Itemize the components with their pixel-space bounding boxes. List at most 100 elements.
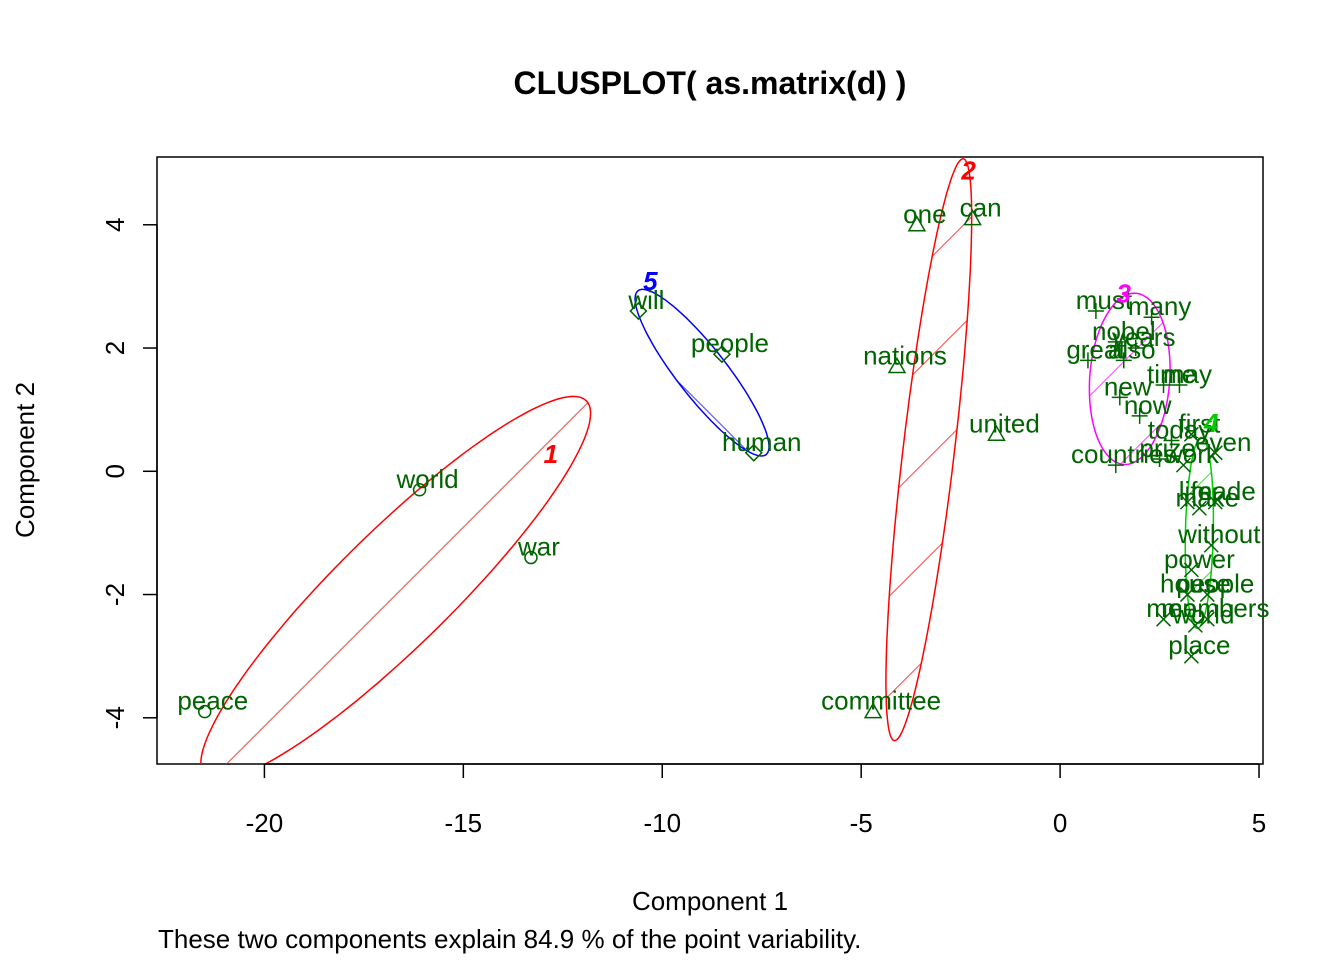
- point-work: work: [1163, 439, 1220, 473]
- point-marker: [1127, 340, 1144, 357]
- point-marker: [1179, 587, 1195, 603]
- point-marker: [1203, 537, 1219, 553]
- point-without: without: [1177, 519, 1261, 553]
- point-even: even: [1195, 427, 1251, 461]
- point-time: time: [1147, 359, 1196, 394]
- x-axis-label: Component 1: [632, 886, 788, 916]
- point-members: members: [1161, 593, 1269, 627]
- cluster-4-label: 4: [1203, 408, 1219, 438]
- point-marker: [1131, 407, 1148, 424]
- cluster-4-ellipse: [1184, 436, 1215, 630]
- y-tick-label: 0: [100, 464, 130, 478]
- cluster-1-label: 1: [544, 439, 558, 469]
- point-marker: [1191, 500, 1207, 516]
- cluster-2-ellipse: [885, 158, 973, 742]
- point-war: war: [517, 532, 560, 565]
- cluster-ellipses: [200, 158, 1215, 764]
- variability-caption: These two components explain 84.9 % of t…: [158, 924, 861, 954]
- chart-title: CLUSPLOT( as.matrix(d) ): [514, 65, 907, 101]
- point-marker: [963, 209, 982, 226]
- x-tick-label: -15: [445, 808, 483, 838]
- point-committee: committee: [821, 686, 941, 719]
- cluster-5-label: 5: [643, 266, 658, 296]
- point-label: human: [722, 427, 802, 457]
- point-label: peace: [177, 686, 248, 716]
- point-first: first: [1178, 408, 1221, 442]
- point-label: one: [903, 199, 946, 229]
- point-marker: [1183, 562, 1199, 578]
- point-marker: [887, 357, 907, 374]
- point-one: one: [903, 199, 947, 232]
- point-label: must: [1076, 285, 1133, 315]
- point-may: may: [1163, 359, 1212, 394]
- point-marker: [1207, 445, 1223, 461]
- point-label: world: [1171, 599, 1234, 629]
- point-people: people: [691, 328, 769, 364]
- y-tick-label: 2: [100, 341, 130, 355]
- point-label: place: [1168, 630, 1230, 660]
- point-label: now: [1124, 390, 1172, 420]
- y-tick-label: 4: [100, 218, 130, 232]
- point-marker: [1175, 457, 1191, 473]
- point-will: will: [627, 285, 664, 321]
- point-label: members: [1161, 593, 1269, 623]
- point-marker: [524, 550, 538, 565]
- point-house: house: [1160, 569, 1231, 603]
- x-tick-label: 5: [1252, 808, 1266, 838]
- point-made: made: [1191, 476, 1256, 510]
- point-marker: [744, 443, 763, 462]
- point-marker: [1183, 426, 1199, 442]
- point-nations: nations: [863, 341, 947, 374]
- y-axis-label: Component 2: [10, 382, 40, 538]
- point-label: time: [1147, 359, 1196, 389]
- point-marker: [1187, 617, 1203, 633]
- point-label: prize: [1139, 433, 1195, 463]
- cluster-ellipse-outline: [885, 158, 973, 742]
- x-tick-label: -5: [850, 808, 873, 838]
- point-marker: [863, 702, 883, 719]
- point-marker: [1207, 494, 1223, 510]
- x-tick-label: 0: [1053, 808, 1067, 838]
- point-people: people: [1176, 569, 1254, 603]
- cluster-ellipse-outline: [1184, 436, 1215, 630]
- cluster-1-ellipse: [200, 395, 592, 764]
- point-also: also: [1108, 334, 1156, 369]
- point-marker: [1156, 611, 1172, 627]
- point-marker: [1155, 377, 1172, 394]
- point-now: now: [1124, 390, 1172, 424]
- point-many: many: [1128, 291, 1191, 326]
- point-marker: [712, 345, 731, 364]
- point-label: today: [1148, 414, 1212, 444]
- point-label: men: [1146, 593, 1197, 623]
- point-peace: peace: [177, 686, 248, 719]
- y-tick-label: -2: [100, 583, 130, 606]
- point-label: world: [396, 464, 459, 494]
- point-place: place: [1168, 630, 1230, 664]
- point-countries: countries: [1071, 439, 1177, 474]
- point-today: today: [1148, 414, 1212, 449]
- point-label: will: [627, 285, 664, 315]
- point-marker: [1107, 333, 1124, 350]
- point-marker: [412, 483, 427, 497]
- cluster-5-ellipse: [634, 288, 770, 457]
- point-label: countries: [1071, 439, 1177, 469]
- point-label: power: [1164, 544, 1235, 574]
- point-life: life: [1179, 476, 1212, 510]
- point-marker: [1199, 611, 1215, 627]
- point-label: committee: [821, 686, 941, 716]
- point-label: can: [960, 193, 1002, 223]
- point-must: must: [1076, 285, 1133, 320]
- point-human: human: [722, 427, 802, 462]
- point-marker: [1115, 352, 1132, 369]
- point-marker: [1199, 587, 1215, 603]
- cluster-ellipse-outline: [634, 288, 770, 457]
- point-label: great: [1066, 334, 1126, 364]
- cluster-3-ellipse: [1088, 292, 1171, 466]
- point-label: people: [1176, 569, 1254, 599]
- point-label: even: [1195, 427, 1251, 457]
- point-marker: [987, 424, 1006, 442]
- point-can: can: [960, 193, 1002, 226]
- point-label: may: [1163, 359, 1212, 389]
- cluster-ellipse-outline: [200, 395, 592, 764]
